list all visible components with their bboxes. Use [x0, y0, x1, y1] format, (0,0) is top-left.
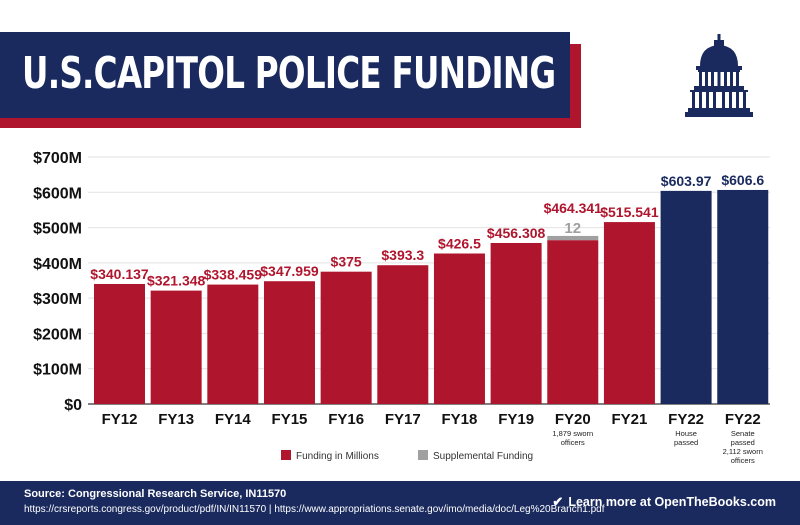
x-tick-label: FY19: [498, 411, 534, 428]
y-tick-label: $300M: [33, 291, 82, 308]
bar: [150, 290, 202, 404]
x-tick-label: FY20: [555, 411, 591, 428]
bar-value-label: $464.341: [544, 200, 603, 216]
y-tick-label: $200M: [33, 326, 82, 343]
y-tick-label: $700M: [33, 150, 82, 167]
supplemental-bar: [547, 235, 599, 241]
learn-more-label: Learn more at OpenTheBooks.com: [568, 495, 776, 509]
bar-value-label: $606.6: [721, 172, 764, 188]
x-tick-label: FY22: [725, 411, 761, 428]
bar: [603, 222, 655, 404]
category-note: officers: [731, 456, 755, 465]
supplemental-value-label: 12: [564, 220, 581, 237]
bar-value-label: $338.459: [204, 267, 263, 283]
x-tick-label: FY15: [272, 411, 308, 428]
learn-more-link[interactable]: ✔ Learn more at OpenTheBooks.com: [552, 494, 776, 510]
category-note: 1,879 sworn: [552, 429, 593, 438]
category-note: Senate: [731, 429, 755, 438]
category-note: officers: [561, 438, 585, 447]
x-tick-label: FY13: [158, 411, 194, 428]
y-tick-label: $100M: [33, 362, 82, 379]
bar: [320, 271, 372, 404]
check-circle-icon: ✔: [552, 494, 564, 509]
bar-value-label: $340.137: [90, 266, 149, 282]
legend-label: Supplemental Funding: [433, 451, 533, 462]
y-tick-label: $500M: [33, 221, 82, 238]
legend-swatch: [418, 450, 428, 460]
legend-label: Funding in Millions: [296, 451, 379, 462]
bar: [94, 283, 145, 404]
source-citation: Source: Congressional Research Service, …: [24, 488, 287, 500]
category-note: 2,112 sworn: [723, 447, 763, 456]
category-note: passed: [731, 438, 755, 447]
bar-value-label: $426.5: [438, 236, 481, 252]
legend-swatch: [281, 450, 291, 460]
bar-value-label: $347.959: [260, 263, 319, 279]
bar: [547, 240, 599, 404]
y-tick-label: $0: [64, 397, 82, 414]
bar-value-label: $375: [331, 254, 362, 270]
bar: [207, 284, 259, 404]
bar: [433, 253, 485, 404]
footer: Source: Congressional Research Service, …: [0, 481, 800, 525]
category-note: House: [675, 429, 697, 438]
category-note: passed: [674, 438, 698, 447]
page-title: U.S.CAPITOL POLICE FUNDING: [22, 48, 556, 99]
x-tick-label: FY12: [102, 411, 138, 428]
x-tick-label: FY18: [442, 411, 478, 428]
bar: [490, 242, 542, 404]
x-tick-label: FY16: [328, 411, 364, 428]
bar-value-label: $393.3: [381, 247, 424, 263]
y-tick-label: $600M: [33, 185, 82, 202]
funding-bar-chart: $0 $100M $200M $300M $400M $500M $600M $700M $34…: [33, 150, 770, 465]
x-tick-label: FY22: [668, 411, 704, 428]
bar: [717, 189, 769, 404]
bar: [660, 190, 712, 404]
capitol-dome-icon: [685, 34, 753, 117]
x-tick-label: FY21: [612, 411, 648, 428]
bar-value-label: $321.348: [147, 273, 206, 289]
title-banner-navy: [0, 32, 570, 118]
bar-value-label: $456.308: [487, 225, 546, 241]
x-tick-label: FY17: [385, 411, 421, 428]
bar: [263, 281, 315, 404]
bar-value-label: $515.541: [600, 204, 659, 220]
x-tick-label: FY14: [215, 411, 252, 428]
bar: [377, 265, 429, 404]
bar-value-label: $603.97: [661, 173, 712, 189]
source-links[interactable]: https://crsreports.congress.gov/product/…: [24, 504, 605, 515]
y-tick-label: $400M: [33, 256, 82, 273]
